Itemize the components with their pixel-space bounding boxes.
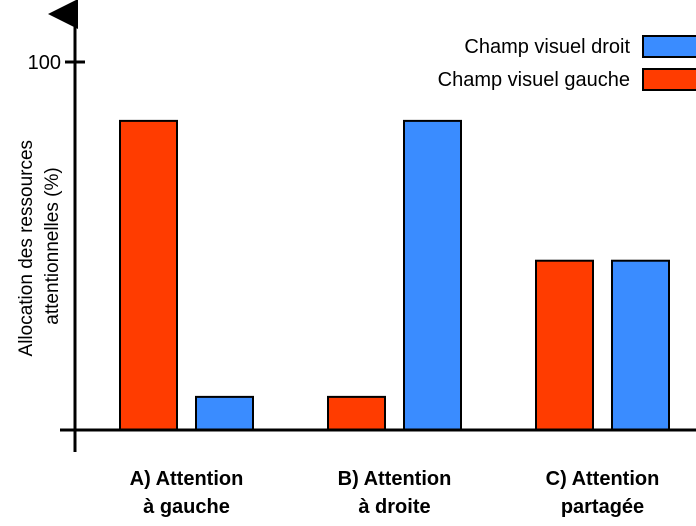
legend-swatch-droit: [642, 35, 696, 58]
bars-layer: [119, 119, 670, 432]
legend: Champ visuel droit Champ visuel gauche: [438, 35, 696, 91]
category-label-1: A) Attention à gauche: [130, 468, 244, 518]
category-label-2-line-2: à droite: [358, 496, 430, 518]
category-label-2: B) Attention à droite: [338, 468, 452, 518]
y-axis-label-line-1: Allocation des ressources: [16, 140, 37, 357]
category-label-2-line-1: B) Attention: [338, 468, 452, 490]
bar-gauche-2: [327, 395, 386, 432]
legend-swatch-gauche: [642, 68, 696, 91]
category-label-1-line-2: à gauche: [143, 496, 230, 518]
category-label-3-line-2: partagée: [561, 496, 644, 518]
legend-label-droit: Champ visuel droit: [464, 36, 630, 58]
bar-droit-2: [403, 119, 462, 431]
y-tick-label-100: 100: [28, 52, 61, 74]
y-axis-label: Allocation des ressources attentionnelle…: [16, 136, 63, 357]
category-label-3-line-1: C) Attention: [546, 468, 660, 490]
legend-label-gauche: Champ visuel gauche: [438, 69, 630, 91]
bar-droit-1: [195, 395, 254, 432]
bar-gauche-1: [119, 119, 178, 431]
bar-droit-3: [611, 259, 670, 431]
category-label-3: C) Attention partagée: [546, 468, 660, 518]
ticks-layer: 100: [28, 52, 85, 74]
y-axis-label-line-2: attentionnelles (%): [42, 167, 63, 324]
category-label-1-line-1: A) Attention: [130, 468, 244, 490]
category-labels: A) Attention à gauche B) Attention à droite…: [130, 468, 660, 518]
bar-gauche-3: [535, 259, 594, 431]
